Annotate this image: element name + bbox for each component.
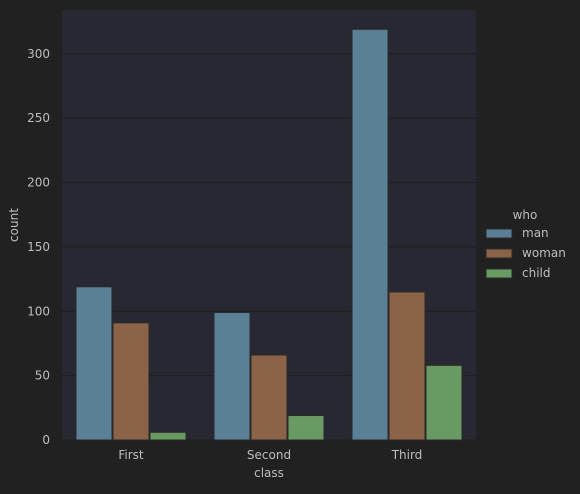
x-tick-label: Second <box>247 448 291 462</box>
legend-label-man: man <box>522 226 549 240</box>
legend: who man woman child <box>485 208 566 280</box>
bar-man-second <box>213 312 251 441</box>
y-tick-label: 0 <box>42 433 50 447</box>
legend-label-woman: woman <box>522 246 566 260</box>
y-tick-label: 200 <box>27 176 50 190</box>
y-tick-label: 250 <box>27 111 50 125</box>
y-axis-label: count <box>7 208 21 242</box>
bar-woman-third <box>388 291 426 441</box>
bars <box>75 28 463 441</box>
bar-man-third <box>351 28 389 441</box>
x-tick-label: Third <box>391 448 423 462</box>
y-tick-label: 300 <box>27 47 50 61</box>
bar-child-first <box>149 431 187 441</box>
x-axis-ticks: First Second Third <box>118 448 422 462</box>
y-tick-label: 100 <box>27 304 50 318</box>
bar-child-second <box>287 415 325 441</box>
x-tick-label: First <box>118 448 144 462</box>
y-axis-ticks: 0 50 100 150 200 250 300 <box>27 47 50 447</box>
legend-swatch-woman <box>485 248 513 259</box>
legend-label-child: child <box>522 266 551 280</box>
x-axis-label: class <box>254 466 284 480</box>
bar-child-third <box>425 364 463 441</box>
legend-swatch-child <box>485 268 513 279</box>
y-tick-label: 150 <box>27 240 50 254</box>
bar-woman-second <box>250 354 288 441</box>
y-tick-label: 50 <box>35 369 50 383</box>
bar-man-first <box>75 286 113 441</box>
legend-swatch-man <box>485 228 513 239</box>
bar-woman-first <box>112 322 150 441</box>
legend-title: who <box>513 208 538 222</box>
